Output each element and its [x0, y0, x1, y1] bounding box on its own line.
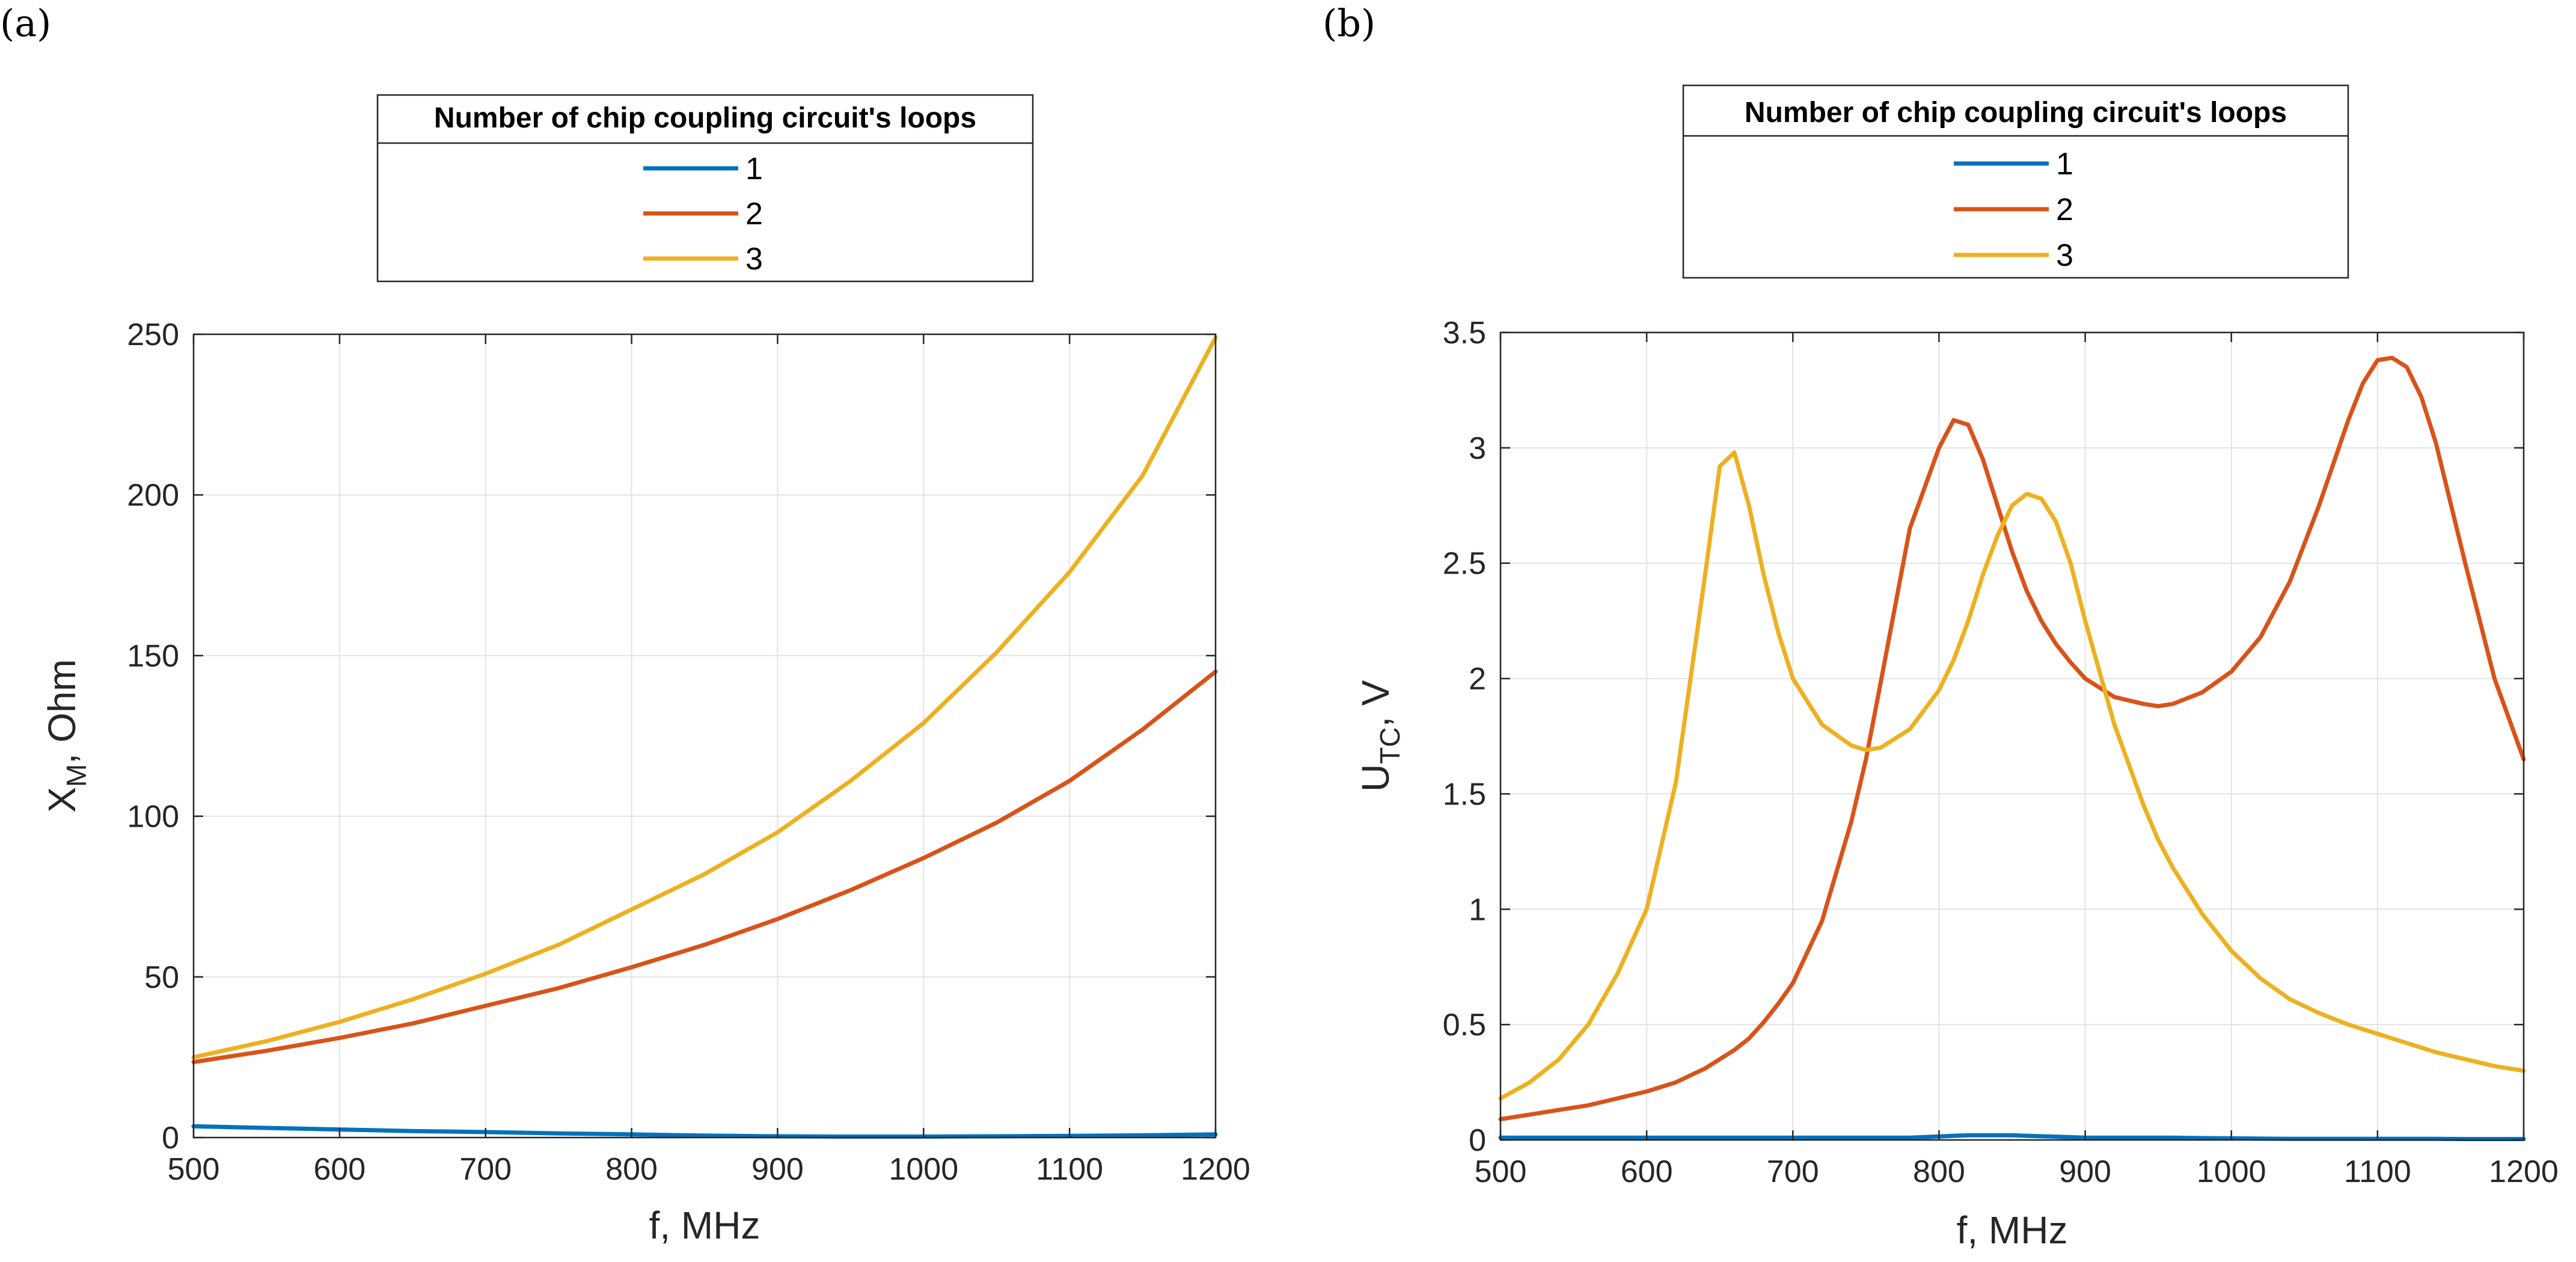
panel-a-ylabel-rest: , Ohm — [40, 659, 84, 764]
panel-a-legend-label-3: 3 — [745, 242, 763, 277]
panel-b-ticks — [1499, 331, 2525, 1141]
panel-a-ticks — [192, 333, 1217, 1139]
panel-b-plot-area — [1501, 332, 2524, 1140]
panel-b: (b) Number of chip coupling circuit's lo… — [1323, 1, 2559, 1252]
panel-b-axes-frame — [1499, 331, 2525, 1141]
panel-b-xtick-label-500: 500 — [1475, 1154, 1527, 1189]
panel-a-line-series-1 — [191, 1124, 1218, 1139]
panel-a-label: (a) — [0, 1, 51, 45]
panel-a-legend-box — [376, 94, 1034, 283]
panel-a-xtick-label-600: 600 — [313, 1152, 366, 1187]
panel-a-legend-entry-2: 2 — [643, 197, 763, 231]
panel-b-lines — [1498, 355, 2526, 1141]
panel-b-xlabel: f, MHz — [1957, 1208, 2068, 1252]
panel-a-xtick-label-800: 800 — [605, 1152, 658, 1187]
panel-a-legend-label-1: 1 — [745, 152, 763, 186]
panel-b-ytick-label-0.5: 0.5 — [1443, 1008, 1486, 1043]
panel-a-ytick-label-0: 0 — [162, 1121, 179, 1156]
panel-a-legend: Number of chip coupling circuit's loops … — [376, 94, 1034, 283]
panel-b-xtick-label-600: 600 — [1621, 1154, 1673, 1189]
panel-a-legend-entry-3: 3 — [643, 242, 763, 277]
panel-a-axes-frame — [192, 333, 1217, 1139]
panel-b-legend-entry-3: 3 — [1954, 238, 2073, 273]
panel-a-xlabel: f, MHz — [649, 1204, 760, 1247]
panel-b-legend-label-1: 1 — [2056, 147, 2073, 182]
panel-a-xtick-label-500: 500 — [168, 1152, 220, 1187]
panel-a-ytick-label-200: 200 — [127, 478, 179, 513]
panel-b-ytick-label-3: 3 — [1469, 431, 1486, 466]
panel-a-ylabel: XM, Ohm — [40, 659, 92, 812]
panel-a-line-series-3 — [191, 335, 1218, 1059]
panel-a-legend-title: Number of chip coupling circuit's loops — [434, 102, 976, 134]
panel-a-xtick-label-1200: 1200 — [1181, 1152, 1250, 1187]
panel-b-ytick-label-2.5: 2.5 — [1443, 547, 1486, 581]
panel-b-legend-label-2: 2 — [2056, 192, 2073, 227]
panel-a-ytick-label-250: 250 — [127, 317, 179, 352]
panel-b-xtick-label-1200: 1200 — [2489, 1154, 2559, 1189]
panel-a-ytick-label-50: 50 — [144, 960, 179, 995]
panel-a-xtick-label-900: 900 — [751, 1152, 804, 1187]
panel-a-legend-label-2: 2 — [745, 197, 763, 231]
panel-b-legend: Number of chip coupling circuit's loops … — [1682, 84, 2349, 279]
panel-a-ylabel-base: X — [40, 787, 84, 813]
panel-b-legend-title: Number of chip coupling circuit's loops — [1745, 97, 2287, 129]
panel-a-xtick-label-1100: 1100 — [1036, 1152, 1103, 1187]
panel-b-label: (b) — [1323, 1, 1375, 45]
panel-a-plot-area — [194, 334, 1216, 1138]
panel-b-ylabel-sub: TC — [1374, 727, 1406, 764]
panel-b-xtick-label-1100: 1100 — [2344, 1154, 2411, 1189]
panel-b-ytick-label-0: 0 — [1469, 1123, 1486, 1158]
panel-a-tick-labels: 500 600 700 800 900 1000 1100 1200 0 50 100 150 200 2… — [127, 317, 1250, 1187]
panel-b-ytick-label-2: 2 — [1469, 662, 1486, 697]
panel-b-legend-entry-1: 1 — [1954, 147, 2073, 182]
panel-b-ylabel-base: U — [1354, 764, 1397, 792]
panel-a-xtick-label-700: 700 — [459, 1152, 512, 1187]
panel-b-legend-entry-2: 2 — [1954, 192, 2073, 227]
panel-b-ylabel-rest: , V — [1354, 680, 1397, 727]
panel-b-xtick-label-700: 700 — [1767, 1154, 1819, 1189]
panel-b-line-series-1 — [1498, 1133, 2526, 1141]
panel-a-xtick-label-1000: 1000 — [889, 1152, 958, 1187]
panel-b-xtick-label-900: 900 — [2059, 1154, 2111, 1189]
panel-b-legend-label-3: 3 — [2056, 238, 2073, 273]
panel-a-line-series-2 — [191, 669, 1218, 1064]
panel-b-legend-box — [1682, 84, 2349, 279]
panel-b-ytick-label-1: 1 — [1469, 892, 1486, 927]
panel-b-xtick-label-800: 800 — [1913, 1154, 1965, 1189]
panel-a-ytick-label-100: 100 — [127, 800, 179, 835]
panel-b-line-series-3 — [1498, 450, 2526, 1101]
panel-a: (a) Number of chip coupling circuit's lo… — [0, 1, 1250, 1247]
panel-b-xtick-label-1000: 1000 — [2197, 1154, 2266, 1189]
panel-a-ytick-label-150: 150 — [127, 639, 179, 673]
panel-a-ylabel-sub: M — [61, 764, 92, 787]
panel-b-ylabel: UTC, V — [1354, 680, 1406, 792]
panel-b-tick-labels: 500 600 700 800 900 1000 1100 1200 0 0.5 1 1.5 2 2.5 3… — [1443, 316, 2559, 1189]
panel-a-lines — [191, 335, 1218, 1139]
panel-b-ytick-label-1.5: 1.5 — [1443, 777, 1486, 812]
panel-a-legend-entry-1: 1 — [643, 152, 763, 186]
panel-b-line-series-2 — [1498, 355, 2526, 1121]
panel-b-ytick-label-3.5: 3.5 — [1443, 316, 1486, 351]
